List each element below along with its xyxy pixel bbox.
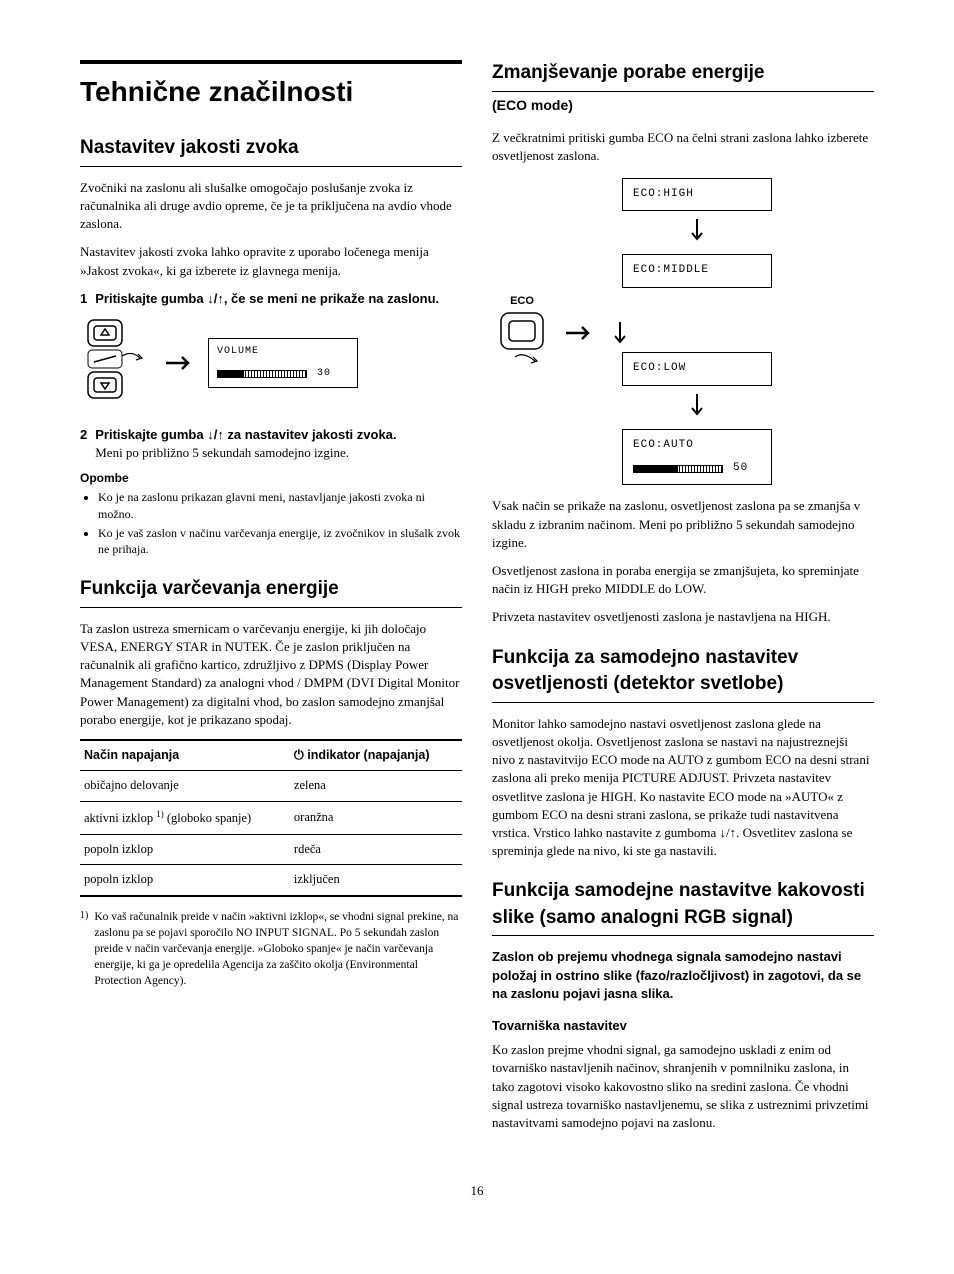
body-text: Zvočniki na zaslonu ali slušalke omogoča… [80,179,462,234]
step-title: Pritiskajte gumba ↓/↑ za nastavitev jako… [95,426,462,444]
footnote: 1) Ko vaš računalnik preide v način »akt… [80,909,462,989]
eco-osd-auto: ECO:AUTO 50 [622,429,772,486]
table-cell: zelena [290,771,462,802]
eco-osd-middle: ECO:MIDDLE [622,254,772,287]
note-item: Ko je vaš zaslon v načinu varčevanja ene… [98,525,462,559]
body-text: Z večkratnimi pritiski gumba ECO na čeln… [492,129,874,165]
section-heading-eco: Zmanjševanje porabe energije [492,60,874,92]
volume-osd-value: 30 [317,367,331,381]
table-header: ⏻ indikator (napajanja) [290,740,462,771]
section-heading-autoq: Funkcija samodejne nastavitve kakovosti … [492,878,874,936]
subsection-heading: Tovarniška nastavitev [492,1017,874,1035]
eco-osd-low: ECO:LOW [622,352,772,385]
eco-diagram: ECO:HIGH ECO:MIDDLE ECO ECO:LOW ECO:AU [492,178,874,486]
eco-auto-value: 50 [733,461,748,476]
section-heading-sound: Nastavitev jakosti zvoka [80,135,462,167]
step-title: Pritiskajte gumba ↓/↑, če se meni ne pri… [95,290,462,308]
notes-heading: Opombe [80,470,462,487]
arrow-right-icon [164,353,194,373]
table-header: Način napajanja [80,740,290,771]
eco-button-label: ECO [492,294,552,309]
note-item: Ko je na zaslonu prikazan glavni meni, n… [98,489,462,523]
table-cell: oranžna [290,801,462,834]
main-title: Tehnične značilnosti [80,72,462,111]
notes-list: Ko je na zaslonu prikazan glavni meni, n… [80,489,462,558]
eco-button-icon [495,309,549,367]
section-heading-light: Funkcija za samodejno nastavitev osvetlj… [492,645,874,703]
body-text: Ko zaslon prejme vhodni signal, ga samod… [492,1041,874,1132]
table-cell: popoln izklop [80,834,290,865]
table-cell: izključen [290,865,462,896]
volume-osd-label: VOLUME [217,345,349,359]
power-mode-table: Način napajanja ⏻ indikator (napajanja) … [80,739,462,897]
step-body-text: Meni po približno 5 sekundah samodejno i… [95,444,462,462]
table-cell: aktivni izklop 1) (globoko spanje) [80,801,290,834]
section-heading-power: Funkcija varčevanja energije [80,576,462,608]
button-panel-icon [80,318,150,408]
page-number: 16 [80,1182,874,1200]
eco-osd-high: ECO:HIGH [622,178,772,211]
arrow-right-icon [564,323,594,343]
section-sub: (ECO mode) [492,96,874,116]
body-text: Privzeta nastavitev osvetljenosti zaslon… [492,608,874,626]
body-text: Osvetljenost zaslona in poraba energija … [492,562,874,598]
body-text: Vsak način se prikaže na zaslonu, osvetl… [492,497,874,552]
step-number: 2 [80,426,87,462]
table-cell: rdeča [290,834,462,865]
bold-paragraph: Zaslon ob prejemu vhodnega signala samod… [492,948,874,1003]
body-text: Monitor lahko samodejno nastavi osvetlje… [492,715,874,861]
body-text: Ta zaslon ustreza smernicam o varčevanju… [80,620,462,729]
body-text: Nastavitev jakosti zvoka lahko opravite … [80,243,462,279]
table-cell: običajno delovanje [80,771,290,802]
table-cell: popoln izklop [80,865,290,896]
volume-figure: VOLUME 30 [80,318,462,408]
step-number: 1 [80,290,87,308]
